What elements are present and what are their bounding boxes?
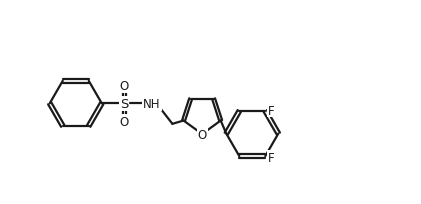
Text: O: O [120,80,129,93]
Text: F: F [268,104,275,117]
Text: O: O [120,115,129,128]
Text: S: S [120,97,128,110]
Text: O: O [197,129,207,142]
Text: NH: NH [143,97,161,110]
Text: F: F [268,151,275,164]
